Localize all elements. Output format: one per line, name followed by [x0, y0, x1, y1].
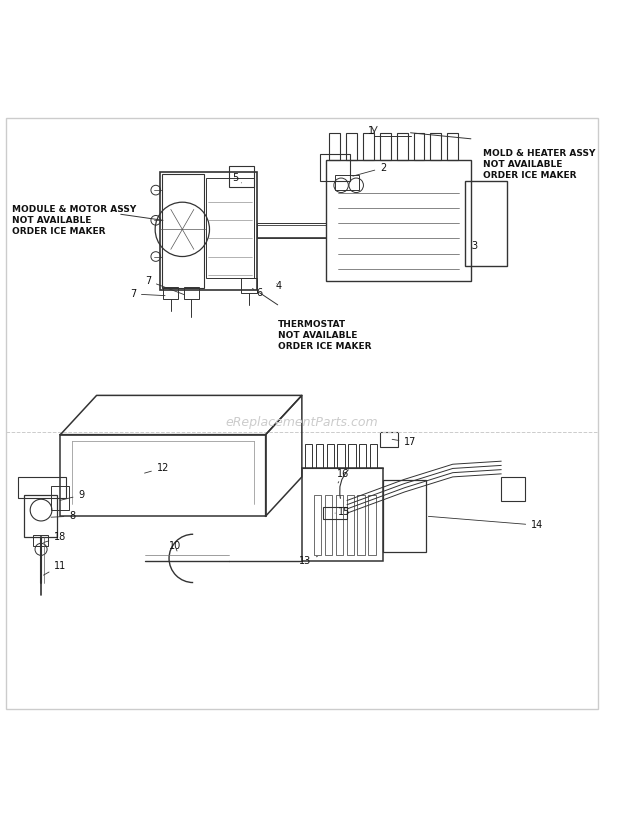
Bar: [397, 133, 407, 160]
Text: 16: 16: [337, 469, 349, 483]
Bar: [335, 175, 359, 190]
Bar: [316, 444, 323, 468]
Text: 5: 5: [232, 173, 241, 183]
Bar: [357, 495, 365, 556]
Bar: [257, 223, 326, 238]
Text: eReplacementParts.com: eReplacementParts.com: [226, 416, 378, 428]
Bar: [325, 495, 332, 556]
Text: 17: 17: [392, 437, 417, 447]
Bar: [335, 495, 343, 556]
Bar: [380, 432, 399, 447]
Bar: [346, 133, 356, 160]
Bar: [323, 507, 347, 519]
Bar: [60, 435, 265, 516]
Bar: [501, 477, 525, 501]
Text: 7: 7: [130, 289, 165, 299]
Bar: [379, 133, 391, 160]
Bar: [368, 495, 376, 556]
Bar: [448, 133, 458, 160]
Text: 13: 13: [299, 557, 317, 566]
Text: 15: 15: [335, 507, 350, 517]
Bar: [206, 178, 254, 278]
Bar: [184, 287, 199, 299]
Bar: [383, 480, 425, 552]
Text: 8: 8: [51, 511, 76, 521]
Text: 18: 18: [43, 533, 66, 543]
Bar: [305, 444, 312, 468]
Bar: [359, 444, 366, 468]
Bar: [326, 160, 471, 280]
Bar: [337, 444, 345, 468]
Bar: [430, 133, 441, 160]
Bar: [465, 181, 507, 265]
Bar: [163, 287, 178, 299]
Bar: [241, 278, 257, 293]
Bar: [363, 133, 374, 160]
Bar: [51, 486, 69, 510]
Bar: [18, 477, 66, 498]
Bar: [327, 444, 334, 468]
Bar: [414, 133, 425, 160]
Text: MODULE & MOTOR ASSY
NOT AVAILABLE
ORDER ICE MAKER: MODULE & MOTOR ASSY NOT AVAILABLE ORDER …: [12, 205, 136, 237]
Bar: [160, 172, 257, 289]
Bar: [329, 133, 340, 160]
Text: 12: 12: [144, 463, 169, 473]
Text: 1: 1: [368, 126, 374, 136]
Bar: [370, 444, 378, 468]
Bar: [302, 468, 383, 562]
Bar: [162, 174, 204, 288]
Text: 9: 9: [60, 490, 84, 500]
Text: 4: 4: [276, 280, 282, 290]
Text: THERMOSTAT
NOT AVAILABLE
ORDER ICE MAKER: THERMOSTAT NOT AVAILABLE ORDER ICE MAKER: [278, 320, 371, 351]
Bar: [33, 535, 48, 547]
Bar: [24, 495, 58, 538]
Text: 7: 7: [145, 275, 185, 294]
Text: 6: 6: [252, 288, 263, 298]
Text: 10: 10: [169, 542, 181, 552]
Bar: [229, 166, 254, 187]
Bar: [347, 495, 354, 556]
Text: 3: 3: [471, 241, 477, 251]
Text: 14: 14: [428, 516, 544, 530]
Text: 11: 11: [43, 561, 66, 575]
Text: 2: 2: [353, 163, 386, 176]
Bar: [348, 444, 356, 468]
Bar: [314, 495, 321, 556]
Text: MOLD & HEATER ASSY
NOT AVAILABLE
ORDER ICE MAKER: MOLD & HEATER ASSY NOT AVAILABLE ORDER I…: [483, 149, 595, 180]
Bar: [320, 154, 350, 181]
